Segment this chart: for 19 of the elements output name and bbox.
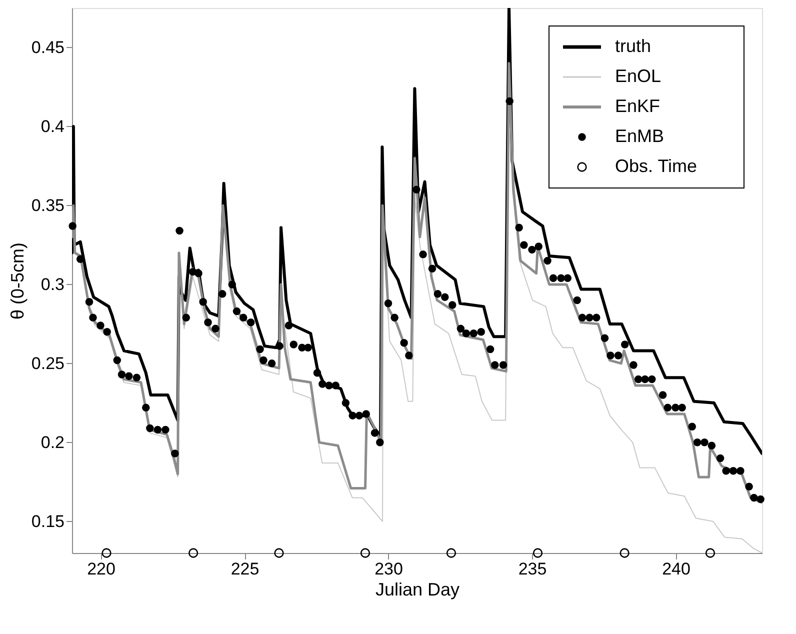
y-tick-label: 0.25 [31, 354, 64, 373]
legend-label: truth [615, 36, 652, 56]
y-axis-title: θ (0-5cm) [7, 242, 28, 320]
legend-label: EnMB [615, 126, 664, 146]
x-tick-label: 235 [518, 560, 547, 578]
y-tick-label: 0.2 [40, 432, 64, 452]
x-tick-label: 225 [230, 560, 260, 578]
y-tick-label: 0.45 [31, 38, 64, 57]
y-tick-label: 0.35 [31, 196, 64, 215]
legend-label: EnOL [615, 66, 662, 86]
x-tick-label: 220 [87, 560, 116, 578]
legend-label: Obs. Time [615, 156, 698, 176]
y-tick-label: 0.4 [40, 116, 64, 136]
x-axis-title: Julian Day [375, 580, 460, 600]
y-tick-label: 0.3 [40, 274, 64, 294]
x-tick-label: 240 [662, 560, 690, 578]
legend-label: EnKF [615, 96, 660, 116]
x-tick-label: 230 [374, 560, 403, 578]
y-tick-label: 0.15 [31, 512, 64, 531]
